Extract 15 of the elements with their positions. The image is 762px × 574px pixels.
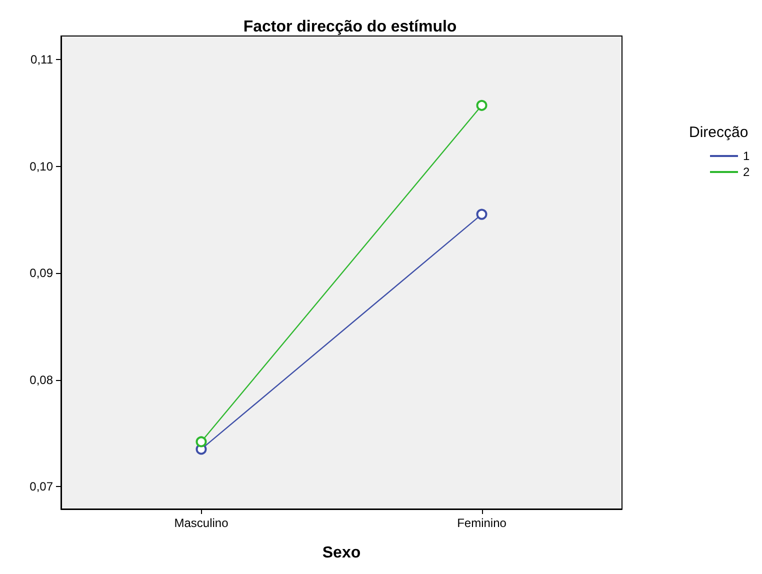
y-tick-label: 0,11 xyxy=(30,52,54,66)
x-tick-label: Masculino xyxy=(174,516,229,530)
y-tick-label: 0,08 xyxy=(30,372,54,387)
legend-label: 1 xyxy=(743,149,750,163)
legend-label: 2 xyxy=(743,165,750,179)
x-tick-label: Feminino xyxy=(457,516,507,530)
chart-title: Factor direcção do estímulo xyxy=(243,18,457,36)
y-tick-label: 0,07 xyxy=(30,480,54,494)
y-tick-label: 0,09 xyxy=(30,266,54,280)
legend-title: Direcção xyxy=(689,124,748,141)
point xyxy=(476,100,488,111)
x-axis-title: Sexo xyxy=(322,544,361,562)
point xyxy=(196,436,207,448)
y-tick-label: 0,10 xyxy=(30,159,54,174)
point xyxy=(476,208,488,220)
